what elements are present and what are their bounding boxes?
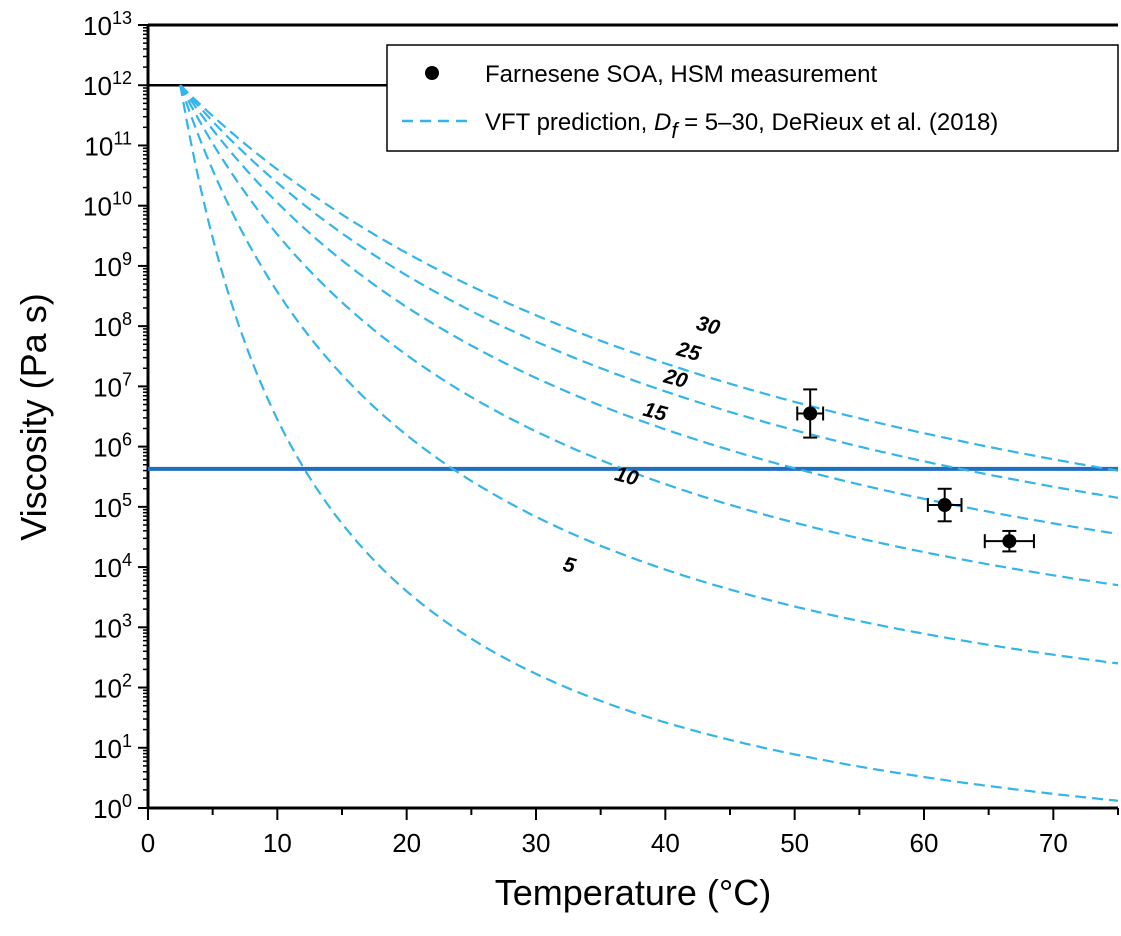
y-tick-base: 10 [83, 11, 112, 41]
y-tick-base: 10 [93, 794, 122, 824]
measurement-point [937, 498, 952, 513]
y-tick-label: 1010 [83, 189, 132, 222]
y-tick-exponent: 6 [122, 430, 132, 450]
reference-lines [148, 83, 1118, 471]
y-tick-base: 10 [93, 613, 122, 643]
y-axis-title: Viscosity (Pa s) [13, 293, 54, 540]
measurement-point [1002, 534, 1017, 549]
y-tick-exponent: 7 [122, 369, 132, 389]
y-tick-base: 10 [83, 192, 112, 222]
x-tick-label: 40 [651, 828, 680, 858]
plot-axes [138, 23, 1119, 820]
x-tick-label: 0 [141, 828, 155, 858]
y-tick-exponent: 13 [112, 8, 132, 28]
x-tick-label: 10 [263, 828, 292, 858]
y-tick-labels: 1001011021031041051061071081091010101110… [83, 8, 132, 824]
y-tick-exponent: 2 [122, 671, 132, 691]
y-tick-base: 10 [83, 71, 112, 101]
vft-curve-25 [179, 84, 1119, 499]
y-tick-exponent: 0 [122, 791, 132, 811]
vft-curve-5 [179, 85, 1119, 802]
vft-curve-10 [179, 84, 1119, 665]
y-tick-label: 105 [93, 490, 132, 523]
y-tick-label: 107 [93, 369, 132, 402]
curve-label-10: 10 [612, 462, 641, 490]
y-tick-base: 10 [93, 553, 122, 583]
y-tick-label: 1011 [84, 128, 132, 161]
legend-prediction-symbol: D [654, 109, 671, 136]
legend-marker-measurement [425, 66, 439, 80]
y-tick-label: 1013 [83, 8, 132, 41]
x-tick-label: 60 [910, 828, 939, 858]
curve-label-25: 25 [673, 337, 703, 366]
y-tick-label: 103 [93, 610, 132, 643]
y-tick-exponent: 5 [122, 490, 132, 510]
legend-box [386, 44, 1119, 152]
y-tick-exponent: 11 [113, 128, 132, 148]
x-tick-label: 30 [522, 828, 551, 858]
y-tick-base: 10 [93, 433, 122, 463]
y-tick-exponent: 12 [112, 68, 132, 88]
y-tick-exponent: 10 [112, 189, 132, 209]
y-tick-base: 10 [93, 734, 122, 764]
legend-label-measurement: Farnesene SOA, HSM measurement [485, 61, 877, 88]
y-tick-label: 102 [93, 671, 132, 704]
y-tick-base: 10 [93, 372, 122, 402]
y-tick-label: 104 [93, 550, 132, 583]
y-tick-exponent: 3 [122, 610, 132, 630]
y-tick-label: 108 [93, 309, 132, 342]
y-tick-base: 10 [84, 131, 113, 161]
x-tick-label: 20 [392, 828, 421, 858]
vft-curve-30 [179, 84, 1119, 472]
y-tick-label: 100 [93, 791, 132, 824]
y-tick-label: 101 [93, 731, 132, 764]
curve-label-30: 30 [694, 312, 723, 340]
measurement-point [803, 406, 818, 421]
y-tick-exponent: 8 [122, 309, 132, 329]
legend: Farnesene SOA, HSM measurement VFT predi… [386, 44, 1119, 152]
y-tick-base: 10 [93, 674, 122, 704]
y-tick-base: 10 [93, 252, 122, 282]
x-tick-label: 50 [780, 828, 809, 858]
y-tick-exponent: 4 [122, 550, 132, 570]
legend-prediction-prefix: VFT prediction, [485, 109, 654, 136]
curve-label-20: 20 [660, 365, 690, 394]
legend-label-prediction: VFT prediction, Df = 5–30, DeRieux et al… [485, 109, 998, 143]
legend-prediction-subscript: f [671, 118, 680, 143]
vft-curve-15 [179, 84, 1119, 587]
x-tick-labels: 0 10 20 30 40 50 60 70 [141, 828, 1068, 858]
vft-curves [179, 84, 1119, 802]
measurement-points [796, 388, 1035, 553]
y-tick-exponent: 9 [122, 249, 132, 269]
curve-label-5: 5 [561, 553, 579, 578]
y-tick-label: 1012 [83, 68, 132, 101]
y-tick-base: 10 [93, 312, 122, 342]
legend-prediction-suffix: = 5–30, DeRieux et al. (2018) [677, 109, 998, 136]
y-tick-label: 109 [93, 249, 132, 282]
y-tick-label: 106 [93, 430, 132, 463]
vft-curve-20 [179, 84, 1119, 536]
y-tick-base: 10 [93, 493, 122, 523]
x-tick-label: 70 [1039, 828, 1068, 858]
y-tick-exponent: 1 [122, 731, 132, 751]
x-axis-title: Temperature (°C) [495, 872, 771, 913]
